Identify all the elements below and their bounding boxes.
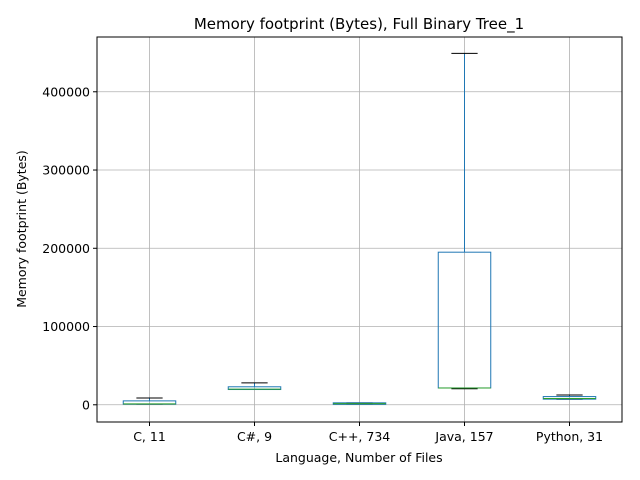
- x-tick-label: Python, 31: [536, 429, 603, 444]
- y-tick-label: 400000: [42, 84, 90, 99]
- box-series: [122, 52, 597, 405]
- y-tick-label: 0: [82, 397, 90, 412]
- y-tick-label: 300000: [42, 163, 90, 178]
- chart-title: Memory footprint (Bytes), Full Binary Tr…: [194, 15, 524, 34]
- x-axis-title: Language, Number of Files: [275, 450, 442, 465]
- y-tick-label: 200000: [42, 241, 90, 256]
- y-axis-title: Memory footprint (Bytes): [14, 150, 29, 308]
- x-tick-label: C#, 9: [237, 429, 272, 444]
- box-0: [122, 397, 177, 405]
- box-4: [542, 394, 597, 400]
- x-tick-label: C, 11: [133, 429, 166, 444]
- box-1: [227, 382, 282, 391]
- box-3: [437, 52, 492, 390]
- x-tick-label: Java, 157: [434, 429, 493, 444]
- grid-lines: [97, 37, 622, 422]
- box-2: [332, 402, 387, 405]
- y-tick-label: 100000: [42, 319, 90, 334]
- axis-ticks: 0 100000 200000 300000 400000 C, 11 C#, 9 C++, …: [42, 84, 603, 444]
- x-tick-label: C++, 734: [329, 429, 391, 444]
- box-iqr: [542, 396, 597, 400]
